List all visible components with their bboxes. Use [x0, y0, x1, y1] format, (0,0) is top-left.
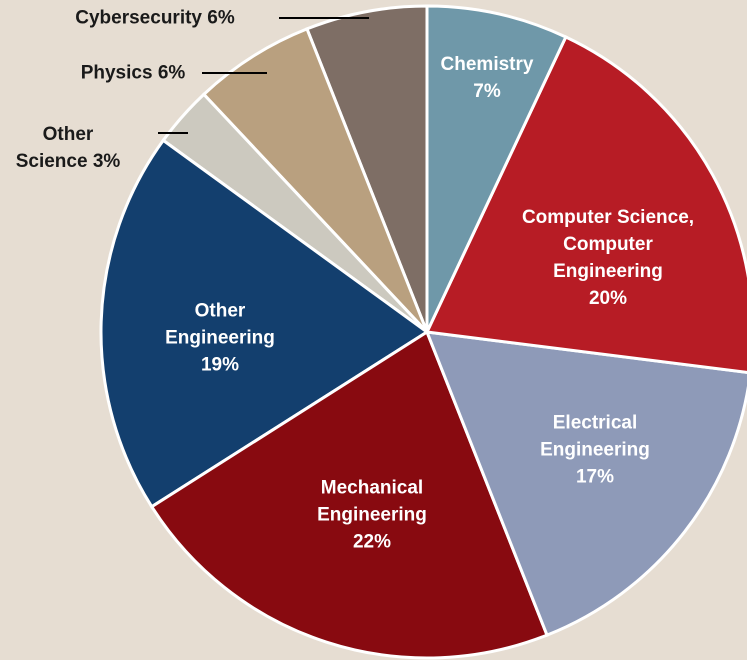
slice-label: Other Engineering 19% — [145, 298, 295, 379]
pie-slice — [425, 4, 568, 333]
value-label: 19% — [200, 354, 240, 376]
category-label: Electrical Engineering — [540, 412, 650, 461]
slice-label: Cybersecurity 6% — [75, 5, 234, 32]
value-label: 7% — [473, 81, 501, 102]
pie-slice — [201, 26, 429, 334]
pie-slice — [99, 138, 430, 509]
pie-slice — [424, 35, 747, 374]
category-label: Cybersecurity — [75, 7, 202, 29]
category-label: Physics — [80, 62, 153, 84]
pie-slice — [305, 4, 429, 333]
pie-slice — [149, 329, 549, 660]
value-label: 6% — [207, 7, 235, 29]
value-label: 6% — [157, 62, 186, 84]
category-label: Computer Science, Computer Engineering — [521, 207, 695, 282]
slice-label: Computer Science, Computer Engineering 20… — [508, 204, 708, 312]
value-label: 17% — [575, 466, 615, 488]
slice-label: Mechanical Engineering 22% — [292, 475, 452, 556]
slice-label: Chemistry 7% — [422, 51, 552, 105]
category-label: Mechanical Engineering — [317, 477, 427, 526]
pie-slice — [424, 330, 747, 638]
slice-label: Electrical Engineering 17% — [520, 410, 670, 491]
category-label: Chemistry — [440, 54, 534, 75]
value-label: 20% — [588, 288, 628, 309]
category-label: Other Engineering — [165, 300, 275, 349]
slice-label: Other Science 3% — [3, 121, 133, 175]
category-label: Other Science — [15, 124, 94, 172]
slice-label: Physics 6% — [81, 60, 186, 87]
value-label: 22% — [352, 531, 392, 553]
value-label: 3% — [92, 151, 121, 172]
